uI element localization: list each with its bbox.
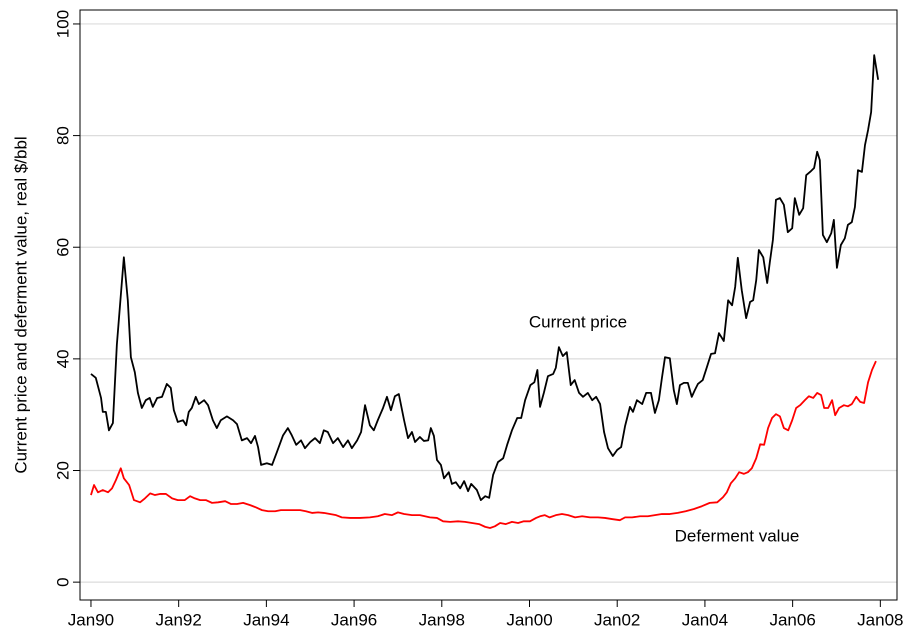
x-tick-label: Jan02 [594, 610, 640, 629]
y-tick-label: 20 [53, 461, 72, 480]
plot-frame [79, 9, 898, 601]
series-line [90, 54, 880, 501]
x-tick-label: Jan08 [857, 610, 903, 629]
x-tick-label: Jan04 [682, 610, 728, 629]
x-tick-label: Jan92 [156, 610, 202, 629]
annotation: Current price [529, 312, 627, 331]
y-tick-label: 100 [53, 10, 72, 38]
x-tick-label: Jan96 [331, 610, 377, 629]
x-tick-label: Jan94 [243, 610, 289, 629]
x-tick-label: Jan98 [419, 610, 465, 629]
x-tick-label: Jan06 [769, 610, 815, 629]
y-axis-label: Current price and deferment value, real … [11, 136, 30, 473]
annotation: Deferment value [675, 526, 800, 545]
y-tick-label: 80 [53, 126, 72, 145]
series-line [90, 360, 877, 529]
x-tick-label: Jan90 [68, 610, 114, 629]
y-tick-label: 40 [53, 349, 72, 368]
x-tick-label: Jan00 [506, 610, 552, 629]
y-tick-label: 60 [53, 238, 72, 257]
y-tick-label: 0 [53, 577, 72, 586]
